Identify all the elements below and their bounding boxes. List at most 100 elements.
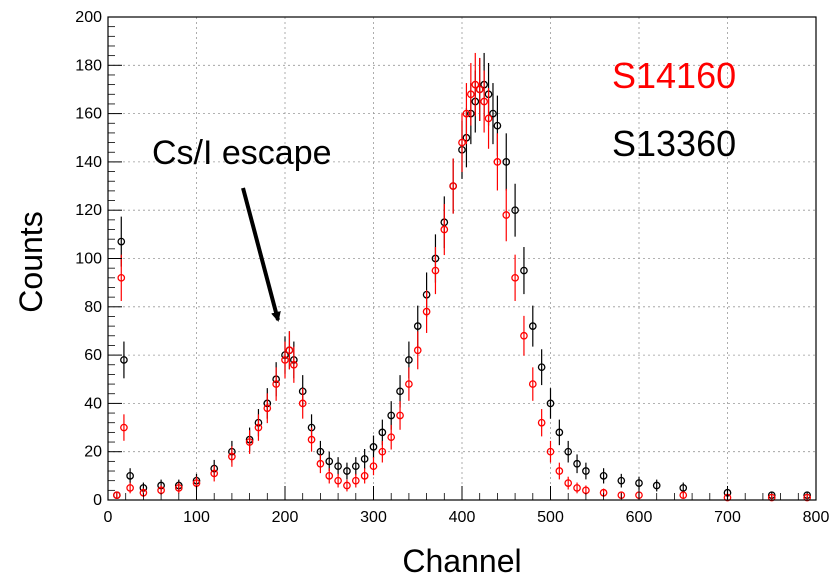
annotation-arrow	[241, 187, 281, 322]
y-tick-label: 160	[75, 106, 102, 123]
y-axis-title: Counts	[13, 211, 49, 312]
axis-ticks	[107, 16, 817, 501]
y-tick-label: 180	[75, 57, 102, 74]
data-point	[493, 121, 502, 130]
data-point	[528, 380, 537, 388]
data-point	[120, 356, 128, 364]
data-point	[126, 484, 134, 492]
plot-area	[107, 16, 817, 502]
data-point	[617, 476, 626, 485]
data-point	[502, 158, 511, 166]
data-point	[120, 423, 128, 432]
data-point	[502, 211, 511, 219]
y-tick-label: 60	[84, 347, 102, 364]
data-point	[564, 479, 573, 487]
data-point	[520, 266, 528, 275]
data-point	[281, 356, 289, 364]
data-point	[272, 380, 280, 388]
data-point	[117, 273, 126, 282]
x-tick-label: 300	[360, 509, 387, 526]
x-axis-tick-labels: 0 100 200 300 400 500 600 700 800	[104, 509, 830, 526]
data-point	[573, 484, 581, 492]
data-point	[466, 90, 475, 99]
data-point	[679, 484, 688, 492]
data-point	[360, 455, 369, 463]
data-point	[245, 438, 254, 446]
data-point	[422, 307, 431, 316]
y-tick-label: 0	[93, 492, 102, 509]
x-tick-label: 600	[626, 509, 653, 526]
data-point	[555, 467, 564, 475]
data-point	[528, 322, 537, 330]
x-axis-title: Channel	[402, 543, 521, 579]
data-point	[369, 443, 378, 451]
data-point	[254, 423, 263, 432]
annotation: Cs/I escape	[152, 134, 332, 322]
y-tick-label: 80	[84, 299, 102, 316]
data-point	[405, 380, 413, 388]
data-point	[369, 462, 378, 471]
data-point	[334, 462, 342, 471]
data-point	[126, 471, 134, 480]
data-point	[546, 399, 555, 408]
data-point	[113, 491, 121, 500]
data-point	[298, 399, 307, 408]
data-point	[387, 433, 396, 442]
x-tick-label: 500	[537, 509, 564, 526]
data-point	[555, 428, 564, 437]
x-tick-label: 800	[803, 509, 830, 526]
x-tick-label: 200	[272, 509, 299, 526]
data-point	[537, 363, 546, 372]
data-point	[325, 471, 334, 480]
data-point	[378, 428, 387, 437]
grid	[108, 17, 816, 500]
x-tick-label: 100	[183, 509, 210, 526]
data-point	[210, 469, 219, 478]
data-point	[431, 266, 440, 275]
y-tick-label: 100	[75, 251, 102, 268]
data-point	[413, 346, 422, 355]
data-point	[351, 476, 360, 485]
data-point	[511, 206, 519, 215]
data-point	[652, 481, 661, 490]
y-axis-tick-labels: 0 20 40 60 80 100 120 140 160 180 200	[75, 9, 102, 509]
legend-entry-s14160: S14160	[612, 55, 736, 96]
data-point	[307, 435, 316, 444]
legend-entry-s13360: S13360	[612, 123, 736, 164]
data-point	[458, 138, 466, 147]
x-tick-label: 0	[104, 509, 113, 526]
data-point	[546, 447, 555, 456]
data-point	[449, 182, 457, 190]
data-point	[489, 109, 497, 118]
data-point	[471, 80, 480, 89]
data-point	[396, 411, 404, 420]
x-tick-label: 700	[714, 509, 741, 526]
data-point	[511, 273, 519, 282]
data-point	[360, 471, 369, 480]
data-point	[767, 493, 776, 502]
data-point	[117, 237, 126, 246]
data-point	[343, 467, 351, 475]
x-tick-label: 400	[449, 509, 476, 526]
y-tick-label: 120	[75, 202, 102, 219]
data-point	[325, 457, 334, 466]
data-point	[285, 346, 294, 355]
data-point	[440, 225, 449, 234]
data-point	[564, 447, 573, 456]
data-point	[334, 476, 342, 485]
data-point	[396, 387, 404, 396]
data-point	[387, 411, 396, 420]
data-point	[803, 493, 812, 502]
data-point	[679, 491, 688, 500]
data-point	[263, 404, 272, 413]
data-point	[228, 452, 236, 461]
data-point	[480, 97, 488, 106]
data-point	[351, 462, 360, 471]
data-point	[378, 447, 387, 456]
y-tick-label: 40	[84, 395, 102, 412]
data-point	[475, 85, 484, 94]
data-point	[413, 322, 422, 330]
data-point	[599, 471, 608, 480]
legend: S14160 S13360	[612, 55, 736, 164]
